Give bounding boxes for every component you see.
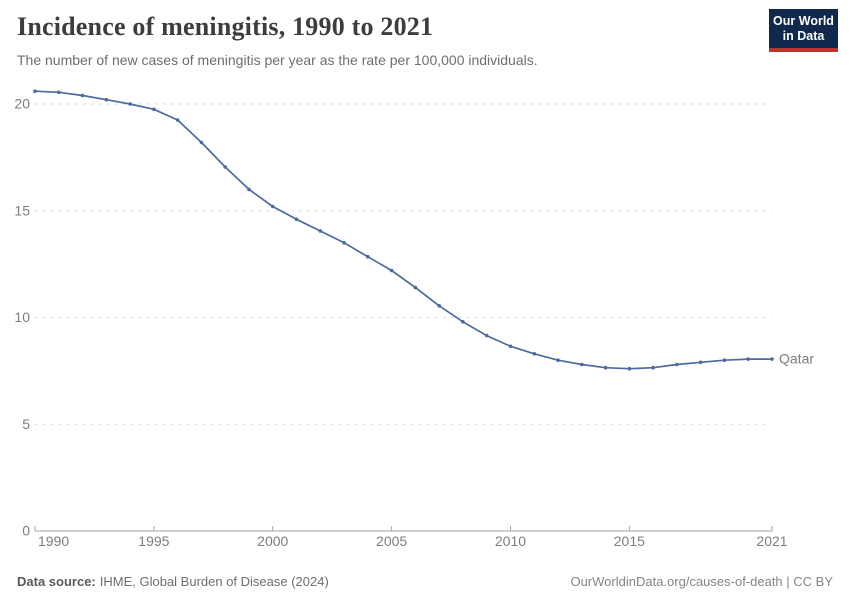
- y-tick-label: 20: [14, 96, 30, 112]
- data-point-marker[interactable]: [770, 357, 774, 361]
- data-point-marker[interactable]: [104, 97, 109, 102]
- data-point-marker[interactable]: [57, 90, 61, 95]
- data-point-marker[interactable]: [461, 320, 465, 324]
- data-point-marker[interactable]: [152, 107, 156, 112]
- x-tick-label: 2000: [257, 533, 288, 549]
- data-point-marker[interactable]: [603, 365, 608, 370]
- qatar-line-series[interactable]: [34, 90, 773, 370]
- credit-link[interactable]: OurWorldinData.org/causes-of-death | CC …: [570, 574, 833, 589]
- data-point-marker[interactable]: [532, 352, 537, 356]
- data-point-marker[interactable]: [556, 358, 560, 363]
- owid-logo-text: Our World in Data: [769, 9, 838, 48]
- x-tick-label: 1995: [138, 533, 169, 549]
- data-point-marker[interactable]: [128, 102, 132, 106]
- data-point-marker[interactable]: [508, 344, 513, 349]
- data-point-marker[interactable]: [722, 358, 727, 363]
- owid-logo-line2: in Data: [782, 29, 825, 43]
- x-tick-label: 2021: [756, 533, 787, 549]
- x-tick-label: 2005: [376, 533, 407, 549]
- data-point-marker[interactable]: [437, 304, 442, 308]
- data-point-marker[interactable]: [580, 362, 584, 367]
- entity-label-qatar[interactable]: Qatar: [779, 351, 814, 367]
- owid-logo-red-bar: [769, 48, 838, 52]
- y-tick-label: 0: [22, 523, 30, 539]
- data-point-marker[interactable]: [413, 285, 418, 290]
- line-chart[interactable]: 0 5 10 15 20 1990 1995 2000 2005 2010 2015 2021 Qata…: [0, 85, 850, 560]
- y-tick-label: 10: [14, 309, 30, 325]
- data-point-marker[interactable]: [698, 360, 703, 365]
- chart-footer: Data source: IHME, Global Burden of Disea…: [0, 574, 850, 589]
- x-tick-label: 2015: [614, 533, 645, 549]
- data-point-marker[interactable]: [270, 204, 275, 209]
- data-point-marker[interactable]: [80, 93, 85, 98]
- data-source-label: Data source:: [17, 574, 96, 589]
- data-point-marker[interactable]: [651, 365, 655, 370]
- data-point-marker[interactable]: [746, 357, 750, 361]
- y-tick-label: 15: [14, 202, 30, 218]
- data-point-marker[interactable]: [318, 229, 323, 233]
- data-point-marker[interactable]: [627, 366, 632, 371]
- data-point-marker[interactable]: [247, 187, 251, 192]
- data-point-marker[interactable]: [342, 241, 346, 245]
- data-source-text: IHME, Global Burden of Disease (2024): [99, 574, 329, 589]
- chart-canvas[interactable]: 0 5 10 15 20 1990 1995 2000 2005 2010 2015 2021 Qata…: [0, 85, 850, 560]
- chart-subtitle: The number of new cases of meningitis pe…: [17, 52, 538, 68]
- data-point-marker[interactable]: [484, 333, 489, 338]
- x-tick-label: 1990: [38, 533, 69, 549]
- data-source: Data source: IHME, Global Burden of Disea…: [17, 574, 329, 589]
- data-point-marker[interactable]: [389, 268, 394, 273]
- data-point-marker[interactable]: [675, 362, 679, 367]
- data-point-marker[interactable]: [33, 89, 37, 93]
- data-point-marker[interactable]: [366, 254, 370, 259]
- owid-logo-line1: Our World: [773, 14, 834, 28]
- data-point-marker[interactable]: [199, 140, 204, 145]
- y-tick-label: 5: [22, 416, 30, 432]
- x-tick-label: 2010: [495, 533, 526, 549]
- page-title: Incidence of meningitis, 1990 to 2021: [17, 12, 434, 41]
- data-point-marker[interactable]: [294, 217, 299, 222]
- owid-logo: Our World in Data: [769, 9, 838, 52]
- data-point-marker[interactable]: [223, 165, 227, 169]
- data-point-marker[interactable]: [175, 118, 180, 122]
